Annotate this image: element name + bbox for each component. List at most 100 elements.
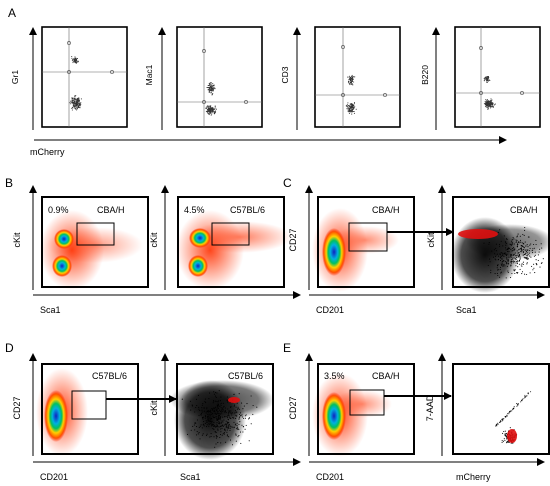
event-dot [219,419,221,421]
event-dot [520,244,522,247]
event-dot [222,433,224,435]
panel-letter-c: C [283,176,292,190]
event-dot [502,245,504,247]
event-dot [226,422,228,424]
event-dot [206,86,208,89]
event-dot [508,256,510,258]
event-dot [232,417,234,419]
event-dot [517,403,519,405]
event-dot [530,243,532,245]
event-dot [196,405,198,407]
event-dot [520,264,522,266]
event-dot [490,269,492,271]
event-dot [217,405,219,407]
event-dot [542,258,544,260]
event-dot [505,277,507,279]
event-dot [218,405,220,407]
event-dot [222,416,224,418]
event-cluster [483,76,491,83]
event-dot [500,271,502,273]
event-dot [216,421,218,424]
event-dot [240,415,242,417]
event-dot [217,411,219,413]
event-dot [348,81,350,83]
event-dot [511,408,513,410]
event-dot [500,255,503,257]
event-dot [75,62,77,64]
event-dot [200,413,202,415]
event-dot [516,403,518,405]
event-dot [217,428,219,430]
event-dot [215,435,217,437]
event-dot [498,243,501,245]
event-dot [533,243,535,246]
event-dot [524,394,526,396]
event-dot [227,414,229,416]
event-dot [516,250,518,252]
event-dot [195,398,198,400]
event-dot [204,422,206,424]
event-dot [497,423,499,425]
event-dot [238,416,241,418]
event-dot [225,411,227,414]
event-dot [235,440,237,442]
event-dot [509,410,511,412]
event-cluster [69,95,82,111]
event-dot [76,108,78,110]
event-dot [496,272,498,274]
event-dot [197,433,199,435]
event-dot [73,107,75,109]
event-dot [348,109,350,111]
event-dot [491,103,493,106]
event-dot [213,393,215,395]
event-dot [213,417,215,419]
panel-a-plot-b220: B220 [420,26,541,130]
event-dot [217,406,219,409]
event-dot [208,425,210,427]
event-dot [217,403,219,405]
event-dot [353,81,355,83]
event-dot [196,434,198,436]
event-dot [233,426,235,428]
event-dot [534,254,536,256]
event-dot [499,268,501,271]
event-dot [210,420,212,422]
event-dot [495,243,497,245]
event-dot [347,82,350,84]
event-dot [211,407,213,410]
event-dot [237,426,239,428]
event-dot [207,89,209,91]
event-dot [521,245,523,247]
event-dot [72,58,74,61]
event-dot [229,417,231,419]
panel-a-plot-mac1: Mac1 [144,26,263,130]
event-diagonal [495,391,532,427]
event-dot [231,414,233,416]
event-dot [528,249,530,252]
event-dot [214,391,217,394]
event-dot [228,415,230,417]
event-dot [495,255,497,258]
event-dot [204,415,206,417]
event-dot [192,425,194,427]
event-dot [74,61,76,63]
event-dot [503,418,505,420]
event-dot [513,406,515,408]
event-dot [74,96,76,98]
event-dot [205,107,207,109]
event-dot [524,229,526,231]
event-dot [229,425,231,427]
event-dot [236,422,238,424]
panel-d-plot-left: C57BL/6 [36,363,139,456]
event-dot [516,236,518,238]
event-dot [219,417,222,419]
event-dot [223,419,225,421]
event-dot [235,433,237,435]
event-dot [212,108,214,110]
event-dot [226,423,228,425]
event-dot [211,412,214,415]
event-dot [206,433,208,435]
event-dot [221,427,223,429]
event-dot [76,109,78,111]
event-dot [214,110,216,112]
